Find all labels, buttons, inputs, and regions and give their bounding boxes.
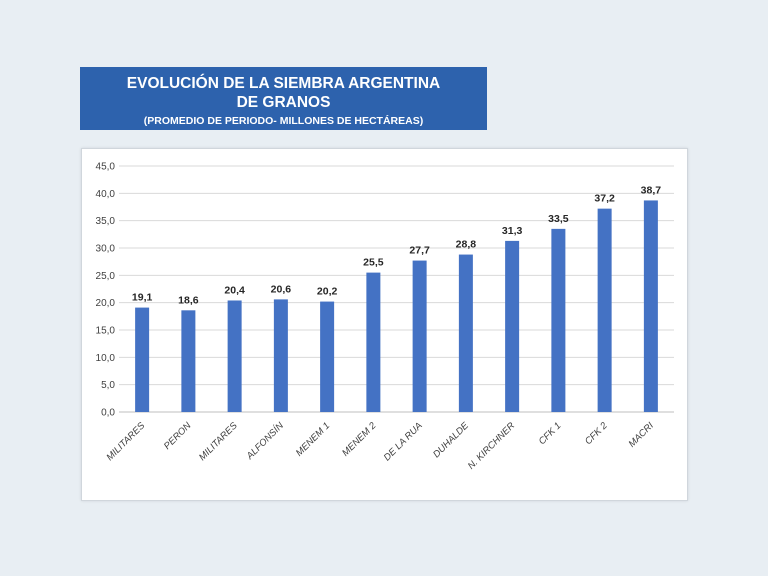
x-category-label: ALFONSÍN: [244, 420, 286, 462]
y-tick-label: 45,0: [96, 162, 116, 173]
bar: [597, 208, 612, 412]
bar: [227, 300, 242, 412]
bar: [366, 272, 381, 412]
chart-title-box: EVOLUCIÓN DE LA SIEMBRA ARGENTINA DE GRA…: [80, 67, 487, 130]
data-label: 28,8: [456, 239, 477, 251]
bar: [273, 299, 288, 412]
x-category-label: MILITARES: [197, 420, 240, 463]
x-category-label: MENEM 1: [294, 420, 332, 458]
y-tick-label: 25,0: [96, 271, 116, 282]
y-tick-label: 35,0: [96, 216, 116, 227]
data-label: 19,1: [132, 292, 153, 304]
x-category-label: MILITARES: [104, 420, 147, 463]
y-tick-label: 15,0: [96, 326, 116, 337]
y-tick-label: 40,0: [96, 189, 116, 200]
chart-title-line-1: EVOLUCIÓN DE LA SIEMBRA ARGENTINA: [126, 75, 441, 92]
data-label: 37,2: [594, 193, 615, 205]
x-category-label: CFK 1: [537, 420, 564, 447]
y-tick-label: 30,0: [96, 244, 116, 255]
data-label: 31,3: [502, 225, 523, 237]
data-label: 18,6: [178, 294, 199, 306]
x-category-label: DE LA RUA: [382, 420, 425, 463]
bar: [181, 310, 196, 412]
bar: [643, 200, 658, 412]
bar: [135, 307, 150, 412]
data-label: 25,5: [363, 257, 384, 269]
data-label: 33,5: [548, 213, 569, 225]
x-category-label: DUHALDE: [431, 420, 471, 460]
x-category-label: PERON: [162, 420, 194, 452]
x-category-label: N. KIRCHNER: [466, 420, 518, 472]
data-label: 38,7: [641, 184, 662, 196]
data-label: 20,6: [271, 283, 292, 295]
bar-chart: 0,0 5,0 10,0 15,0 20,0 25,0 30,0 35,0 40,0 45,0 19…: [96, 162, 674, 472]
y-tick-label: 5,0: [101, 380, 115, 391]
bar: [458, 254, 473, 412]
x-category-label: MENEM 2: [340, 420, 379, 459]
chart-panel: 0,0 5,0 10,0 15,0 20,0 25,0 30,0 35,0 40,0 45,0 19…: [81, 148, 688, 501]
y-tick-label: 10,0: [96, 353, 116, 364]
data-label: 20,2: [317, 286, 338, 298]
data-label: 27,7: [409, 245, 430, 257]
bar: [505, 240, 520, 412]
bar: [320, 301, 335, 412]
chart-subtitle: (PROMEDIO DE PERIODO- MILLONES DE HECTÁR…: [143, 115, 424, 127]
x-category-label: CFK 2: [583, 420, 610, 447]
bar: [551, 228, 566, 412]
x-category-label: MACRI: [627, 420, 657, 450]
data-label: 20,4: [224, 284, 245, 296]
y-tick-label: 20,0: [96, 298, 116, 309]
chart-title-line-2: DE GRANOS: [236, 94, 331, 111]
y-tick-label: 0,0: [101, 408, 115, 419]
bar: [412, 260, 427, 412]
